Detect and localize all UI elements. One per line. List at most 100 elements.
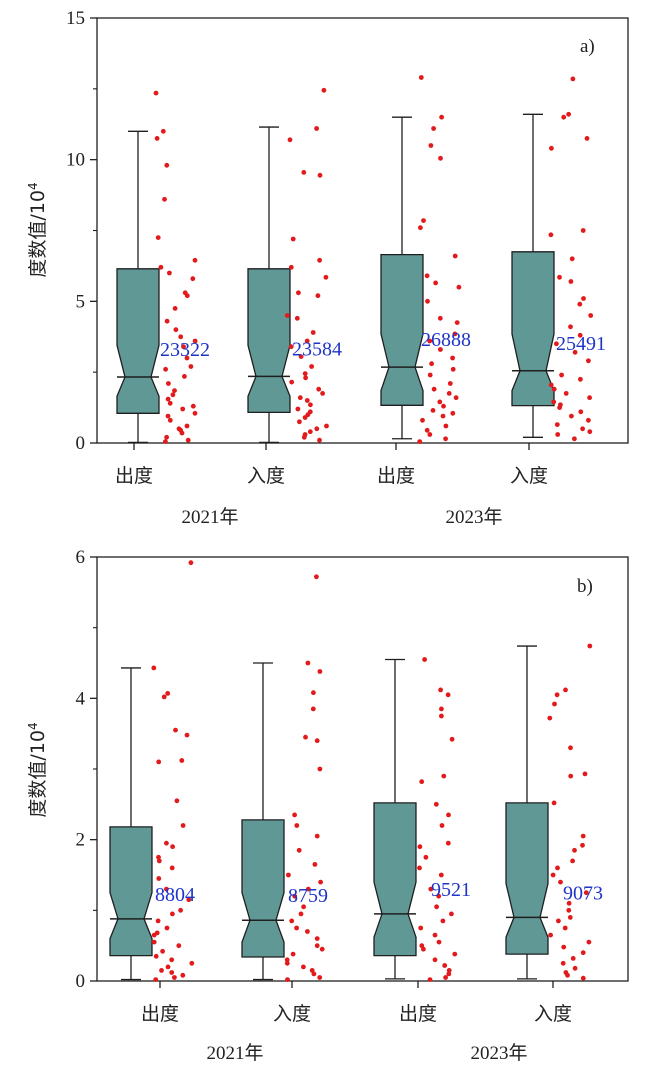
chart1-box-1 [241, 819, 285, 958]
chart1-panel-label: b) [577, 576, 593, 597]
chart1-category-label-3: 入度 [534, 1003, 572, 1025]
chart1-data-point [547, 715, 553, 721]
chart1-data-point [311, 971, 317, 977]
chart0-data-point [587, 395, 592, 401]
chart0-data-point [163, 366, 169, 372]
chart1-data-point [298, 911, 304, 917]
chart1-median-label-1: 8759 [288, 885, 328, 907]
chart1-data-point [317, 766, 323, 772]
chart1-data-point [432, 957, 438, 963]
chart0-data-point [450, 366, 456, 372]
chart0-data-point [450, 410, 456, 416]
chart0-data-point [581, 296, 586, 301]
chart0-data-point [188, 364, 194, 369]
chart1-data-point [433, 801, 439, 807]
chart0-ylabel-main: 度数值/10 [27, 190, 49, 278]
chart0-data-point [580, 228, 586, 233]
chart1-data-point [560, 960, 566, 966]
chart1-data-point [170, 911, 175, 917]
chart0-data-point [551, 386, 557, 392]
chart1-data-point [160, 948, 166, 954]
chart1-data-point [580, 950, 586, 956]
chart1-data-point [561, 944, 567, 950]
chart1-data-point [161, 694, 167, 700]
chart1-data-point [189, 960, 195, 966]
chart1-data-point [580, 833, 586, 839]
chart1-median-label-2: 9521 [431, 879, 471, 901]
chart1-data-point [314, 833, 320, 839]
chart0-data-point [290, 236, 296, 242]
chart1-data-point [438, 872, 444, 878]
chart0-data-point [287, 137, 293, 143]
chart0-data-point [587, 429, 593, 435]
chart0-data-point [180, 406, 186, 412]
chart0-data-point [317, 437, 322, 443]
chart0-data-point [304, 338, 310, 344]
chart1-data-point [186, 897, 192, 903]
chart1-data-point [153, 977, 159, 982]
chart0-data-point [430, 408, 436, 413]
chart0-data-point [443, 436, 448, 442]
chart1-data-point [566, 907, 572, 913]
chart1-data-point [156, 858, 162, 864]
chart1-data-point [441, 773, 447, 779]
chart0-category-label-3: 入度 [510, 465, 548, 487]
chart0-data-point [288, 344, 294, 350]
chart0-box-1 [247, 268, 291, 414]
chart1-data-point [570, 858, 575, 864]
chart1-data-point [580, 975, 586, 981]
chart1-data-point [442, 963, 448, 968]
chart1-data-point [452, 951, 458, 957]
chart0-data-point [424, 427, 430, 433]
chart0-data-point [559, 372, 564, 378]
chart0-data-point [324, 423, 329, 429]
chart1-data-point [417, 865, 422, 871]
chart0-data-point [320, 391, 325, 396]
chart1-data-point [439, 713, 444, 719]
chart1-data-point [311, 690, 316, 696]
chart0-data-point [425, 298, 430, 304]
chart1-data-point [310, 706, 316, 712]
chart0-data-point [314, 126, 319, 131]
chart1-data-point [439, 823, 445, 828]
chart1-data-point [292, 893, 298, 899]
chart0-data-point [431, 386, 437, 392]
chart0-data-point [162, 196, 167, 202]
chart1-data-point [314, 936, 320, 941]
chart1-data-point [568, 745, 573, 751]
chart0-data-point [297, 395, 303, 401]
chart1-data-point [446, 971, 452, 977]
chart0-data-point [309, 364, 314, 369]
chart1-box-3 [505, 802, 549, 955]
chart0-data-point [453, 395, 459, 401]
chart1-data-point [164, 840, 169, 846]
chart0-data-point [192, 338, 198, 344]
chart1-data-point [552, 701, 557, 707]
chart1-data-point [176, 943, 182, 949]
chart0-data-point [184, 293, 190, 299]
chart0-data-point [308, 402, 313, 408]
chart0-data-point [438, 347, 443, 352]
chart1-data-point [169, 865, 175, 871]
chart0-data-point [438, 155, 443, 161]
chart0-data-point [172, 306, 178, 311]
chart0-data-point [160, 128, 166, 134]
chart1-data-point [572, 847, 577, 853]
chart0-data-point [284, 313, 290, 318]
chart1-data-point [567, 915, 573, 920]
chart0-ylabel-superscript: 4 [26, 182, 40, 190]
chart0-data-point [170, 392, 176, 398]
chart0-data-point [317, 257, 322, 263]
chart0-data-point [164, 162, 170, 168]
chart1-data-point [587, 643, 593, 649]
chart1-data-point [153, 953, 159, 959]
chart1-data-point [449, 736, 455, 742]
chart0-data-point [588, 313, 594, 318]
chart1-data-point [550, 872, 556, 878]
chart1-ylabel: 度数值/104 [26, 722, 49, 817]
chart0-data-point [428, 143, 434, 148]
chart0-box-2 [380, 253, 424, 406]
chart1-data-point [436, 893, 442, 899]
chart1-data-point [446, 968, 452, 973]
chart0-ylabel: 度数值/104 [26, 182, 49, 277]
